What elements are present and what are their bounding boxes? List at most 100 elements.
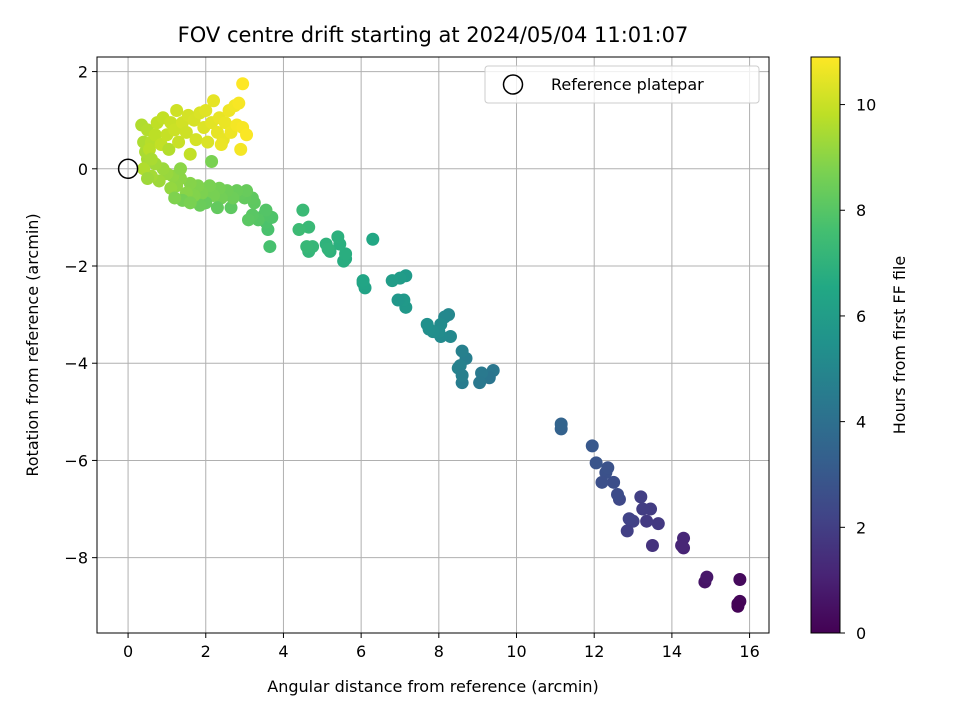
colorbar-tick-label: 0 [856, 624, 866, 643]
data-point [453, 359, 467, 373]
data-point [189, 133, 203, 147]
y-tick-label: −6 [64, 451, 88, 470]
colorbar-tick-label: 6 [856, 307, 866, 326]
data-point [210, 201, 224, 215]
data-point [475, 366, 489, 380]
data-point [611, 487, 625, 501]
data-points [135, 77, 747, 613]
data-point [201, 135, 215, 149]
data-point [636, 502, 650, 516]
data-point [232, 96, 246, 110]
data-point [455, 344, 469, 358]
data-point [218, 116, 232, 130]
x-tick-label: 14 [662, 642, 682, 661]
x-tick-label: 10 [506, 642, 526, 661]
y-tick-label: 0 [78, 160, 88, 179]
data-point [174, 162, 188, 176]
data-point [193, 198, 207, 212]
data-point [263, 240, 277, 254]
data-point [241, 213, 255, 227]
x-tick-label: 12 [584, 642, 604, 661]
data-point [622, 512, 636, 526]
data-point [224, 201, 238, 215]
data-point [205, 155, 219, 169]
colorbar-tick-label: 10 [856, 96, 876, 115]
data-point [148, 128, 162, 142]
data-point [199, 103, 213, 117]
data-point [589, 456, 603, 470]
data-point [236, 77, 250, 91]
data-point [356, 274, 370, 288]
data-point [620, 524, 634, 538]
data-point [321, 242, 335, 256]
data-point [292, 223, 306, 237]
x-tick-label: 0 [123, 642, 133, 661]
data-point [240, 128, 254, 142]
colorbar [810, 56, 841, 634]
data-point [302, 220, 316, 234]
data-point [455, 368, 469, 382]
data-point [168, 191, 182, 205]
x-axis-ticks: 0 2 4 6 8 10 12 14 16 [123, 633, 760, 661]
colorbar-tick-label: 8 [856, 201, 866, 220]
data-point [675, 539, 689, 553]
data-point [140, 172, 154, 186]
data-point [162, 142, 176, 156]
data-point [645, 539, 659, 553]
data-point [443, 329, 457, 343]
plot-frame [96, 56, 770, 634]
data-point [385, 274, 399, 288]
y-tick-label: −2 [64, 257, 88, 276]
data-point [640, 514, 654, 528]
data-point [339, 247, 353, 261]
y-tick-label: −8 [64, 549, 88, 568]
data-point [651, 517, 665, 531]
y-axis-label: Rotation from reference (arcmin) [23, 213, 42, 476]
data-point [420, 317, 434, 331]
data-point [300, 240, 314, 254]
data-point [391, 293, 405, 307]
data-point [473, 376, 487, 390]
y-tick-label: 2 [78, 63, 88, 82]
colorbar-tick-label: 4 [856, 413, 866, 432]
colorbar-ticks: 0 2 4 6 8 10 [840, 96, 876, 643]
data-point [164, 181, 178, 195]
data-point [634, 490, 648, 504]
data-point [731, 599, 745, 613]
grid-lines [97, 57, 769, 633]
data-point [296, 203, 310, 217]
data-point [259, 203, 273, 217]
x-tick-label: 2 [201, 642, 211, 661]
legend-label: Reference platepar [551, 75, 704, 94]
colorbar-label: Hours from first FF file [890, 256, 909, 435]
data-point [214, 137, 228, 151]
y-axis-ticks: 2 0 −2 −4 −6 −8 [64, 63, 97, 568]
data-point [331, 230, 345, 244]
data-point [137, 162, 151, 176]
legend: Reference platepar [484, 65, 760, 104]
data-point [183, 196, 197, 210]
x-axis-label: Angular distance from reference (arcmin) [267, 677, 598, 696]
data-point [144, 152, 158, 166]
data-point [142, 142, 156, 156]
x-tick-label: 16 [739, 642, 759, 661]
y-tick-label: −4 [64, 354, 88, 373]
data-point [733, 573, 747, 587]
data-point [595, 475, 609, 489]
x-tick-label: 6 [356, 642, 366, 661]
data-point [183, 147, 197, 161]
data-point [207, 94, 221, 108]
data-point [234, 142, 248, 156]
chart-title: FOV centre drift starting at 2024/05/04 … [178, 23, 689, 47]
data-point [172, 135, 186, 149]
data-point [601, 461, 615, 475]
data-point [179, 125, 193, 139]
data-point [170, 103, 184, 117]
data-point [240, 184, 254, 198]
colorbar-tick-label: 2 [856, 518, 866, 537]
reference-point [117, 158, 139, 180]
data-point [700, 570, 714, 584]
legend-box [484, 65, 760, 104]
data-point [183, 176, 197, 190]
